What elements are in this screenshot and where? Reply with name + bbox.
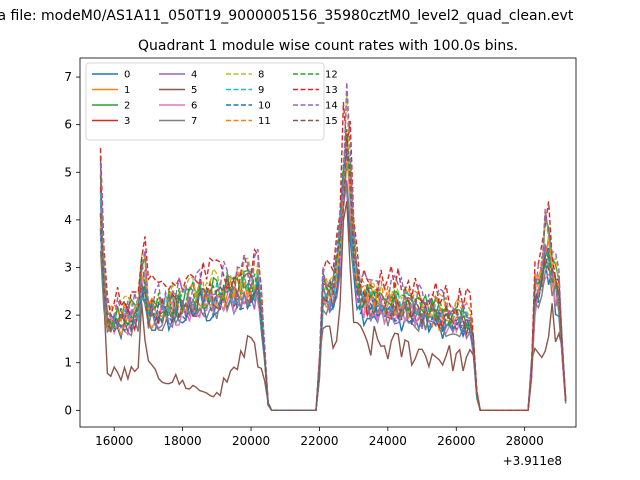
- y-tick-label: 4: [64, 213, 72, 227]
- x-tick-label: 28000: [506, 434, 544, 448]
- y-tick-label: 5: [64, 165, 72, 179]
- x-tick-label: 22000: [300, 434, 338, 448]
- legend-label: 15: [325, 116, 338, 127]
- legend-label: 12: [325, 70, 338, 81]
- tick-layer: 16000 18000 20000 22000 24000 26000 2800001234…: [64, 70, 543, 448]
- y-tick-label: 3: [64, 260, 72, 274]
- x-tick-label: 16000: [95, 434, 133, 448]
- legend-label: 14: [325, 101, 338, 112]
- axes-frame: [79, 57, 577, 428]
- legend-label: 1: [124, 85, 130, 96]
- series-line-14: [99, 82, 567, 411]
- series-layer: [99, 82, 567, 411]
- legend-label: 7: [191, 116, 197, 127]
- legend-label: 2: [124, 101, 130, 112]
- x-tick-label: 20000: [232, 434, 270, 448]
- legend-label: 5: [191, 85, 197, 96]
- legend-label: 9: [258, 85, 264, 96]
- file-title-text: ta file: modeM0/AS1A11_050T19_9000005156…: [0, 8, 574, 24]
- x-tick-label: 18000: [164, 434, 202, 448]
- legend-label: 8: [258, 70, 264, 81]
- x-tick-label: 24000: [369, 434, 407, 448]
- legend-label: 0: [124, 70, 130, 81]
- y-tick-label: 2: [64, 308, 72, 322]
- chart-title: Quadrant 1 module wise count rates with …: [138, 38, 518, 54]
- series-line-3: [99, 135, 567, 411]
- series-line-10: [99, 153, 567, 411]
- legend-label: 4: [191, 70, 197, 81]
- legend-label: 10: [258, 101, 271, 112]
- x-tick-label: 26000: [437, 434, 475, 448]
- legend-label: 6: [191, 101, 197, 112]
- legend-box: [85, 62, 325, 141]
- legend-label: 3: [124, 116, 130, 127]
- series-line-8: [99, 93, 567, 411]
- y-tick-label: 7: [64, 70, 72, 84]
- file-title: ta file: modeM0/AS1A11_050T19_9000005156…: [0, 8, 640, 30]
- series-line-13: [99, 101, 567, 411]
- legend-label: 11: [258, 116, 271, 127]
- y-tick-label: 6: [64, 118, 72, 132]
- series-line-15: [99, 140, 567, 411]
- y-tick-label: 1: [64, 356, 72, 370]
- y-tick-label: 0: [64, 403, 72, 417]
- legend-label: 13: [325, 85, 338, 96]
- x-offset-label: +3.911e8: [503, 454, 562, 468]
